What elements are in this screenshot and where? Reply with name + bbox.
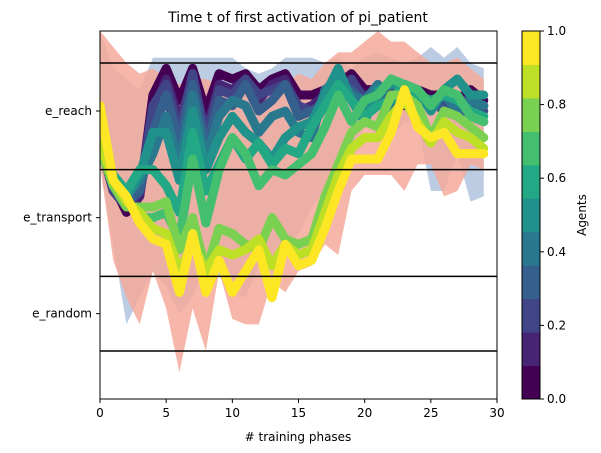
colorbar-level [522,131,540,166]
colorbar-level [522,265,540,300]
colorbar-tick-label: 0.2 [547,318,566,332]
plot-area [100,31,497,373]
boundary-lines [100,62,497,352]
series-agent-10 [100,85,489,303]
colorbar-level [522,298,540,333]
x-axis: 0 5 10 15 20 25 30 [96,399,505,420]
y-axis: e_reach e_transport e_random [23,104,100,321]
y-tick-label: e_transport [23,211,92,225]
x-tick-label: 25 [423,406,438,420]
colorbar-tick-label: 1.0 [547,24,566,38]
colorbar-level [522,198,540,233]
x-tick-label: 5 [162,406,170,420]
series-agent-8 [100,90,489,276]
colorbar-level [522,97,540,132]
colorbar-level [522,332,540,367]
colorbar-tick-label: 0.0 [547,392,566,406]
colorbar-tick-label: 0.4 [547,245,566,259]
colorbar-tick-label: 0.6 [547,171,566,185]
colorbar-label: Agents [575,194,589,236]
x-tick-label: 10 [225,406,240,420]
colorbar: 0.0 0.2 0.4 0.6 0.8 1.0 [521,24,566,406]
colorbar-level [522,31,540,65]
colorbar-level [522,64,540,99]
y-tick-label: e_reach [45,104,92,118]
colorbar-level [522,365,540,400]
colorbar-tick-label: 0.8 [547,98,566,112]
chart-title: Time t of first activation of pi_patient [167,10,428,26]
x-axis-label: # training phases [245,430,352,444]
y-tick-label: e_random [32,307,92,321]
x-tick-label: 15 [291,406,306,420]
x-tick-label: 20 [357,406,372,420]
x-tick-label: 30 [489,406,504,420]
colorbar-level [522,231,540,266]
colorbar-level [522,164,540,199]
x-tick-label: 0 [96,406,104,420]
colorbar-frame [521,30,541,400]
